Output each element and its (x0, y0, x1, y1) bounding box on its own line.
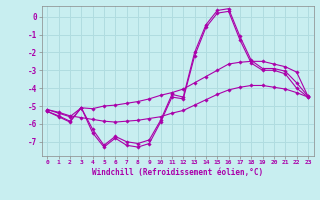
X-axis label: Windchill (Refroidissement éolien,°C): Windchill (Refroidissement éolien,°C) (92, 168, 263, 177)
